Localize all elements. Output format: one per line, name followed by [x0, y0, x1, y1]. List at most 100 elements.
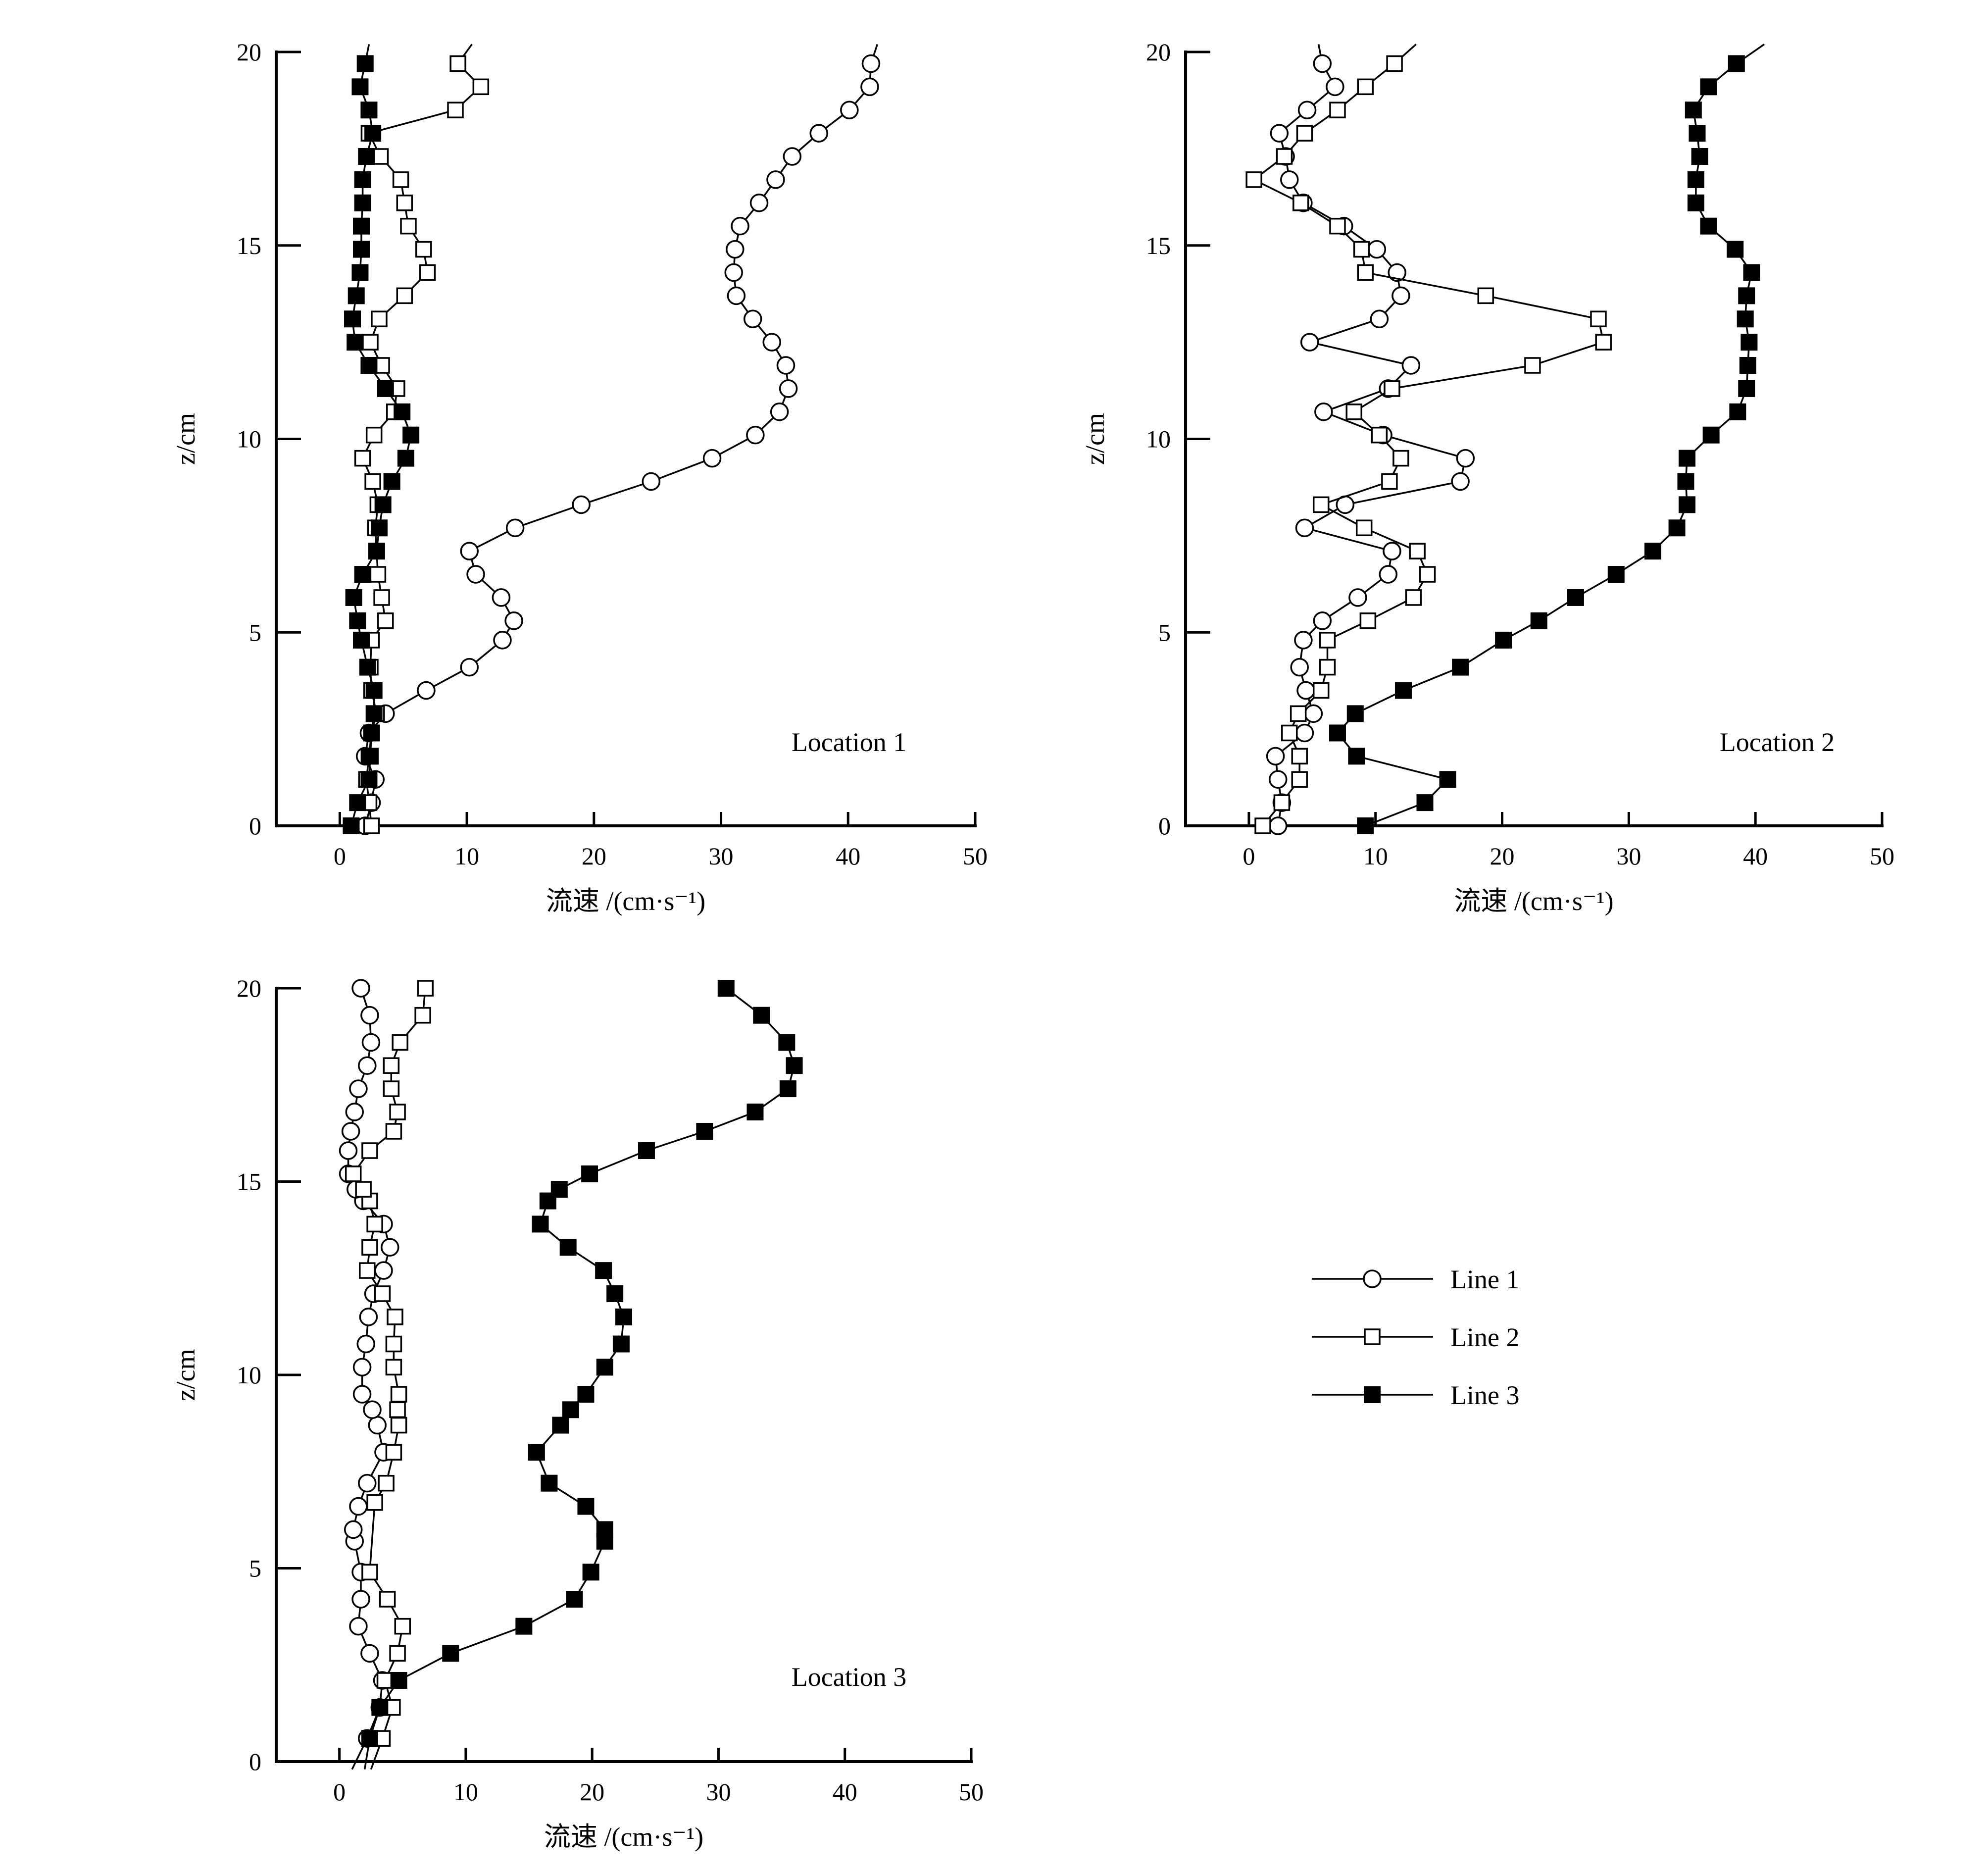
data-point — [341, 1122, 360, 1141]
data-point — [726, 240, 745, 259]
data-point — [776, 356, 795, 375]
x-axis-title: 流速 /(cm·s⁻¹) — [544, 1822, 703, 1852]
x-tick-label: 40 — [1743, 842, 1768, 870]
y-tick-label: 10 — [237, 1361, 261, 1389]
legend-label: Line 3 — [1450, 1380, 1519, 1410]
data-point — [447, 101, 464, 118]
data-point — [840, 101, 859, 119]
data-point — [1392, 286, 1410, 305]
data-point — [449, 55, 466, 72]
data-point — [1739, 357, 1756, 374]
data-point — [1702, 426, 1720, 444]
data-point — [364, 473, 381, 490]
data-point — [770, 403, 789, 421]
data-point — [1677, 473, 1694, 490]
y-tick-label: 5 — [1158, 618, 1171, 646]
data-point — [766, 170, 785, 189]
y-axis-title: z/cm — [171, 413, 200, 465]
data-point — [1384, 380, 1400, 397]
data-point — [361, 1142, 378, 1159]
data-point — [1700, 217, 1717, 235]
data-point — [361, 748, 379, 765]
data-point — [349, 794, 366, 811]
data-point — [642, 472, 661, 491]
data-point — [389, 1401, 406, 1418]
y-tick-label: 20 — [1146, 38, 1171, 66]
data-point — [1367, 240, 1387, 259]
x-tick-label: 10 — [1363, 842, 1388, 870]
x-tick-label: 0 — [334, 842, 346, 870]
y-tick-label: 0 — [1158, 812, 1171, 840]
data-point — [615, 1308, 632, 1325]
data-point — [743, 309, 762, 328]
data-point — [356, 55, 374, 72]
data-point — [1743, 264, 1760, 281]
data-point — [1409, 543, 1426, 559]
data-point — [577, 1386, 595, 1403]
data-point — [392, 171, 409, 188]
data-point — [361, 1239, 378, 1256]
data-point — [353, 241, 370, 258]
data-point — [359, 1308, 378, 1326]
data-point — [1392, 450, 1409, 467]
data-point — [1359, 612, 1377, 629]
data-point — [417, 681, 436, 700]
data-point — [1439, 771, 1456, 788]
data-point — [361, 1033, 381, 1052]
data-point — [1353, 241, 1370, 258]
data-point — [1291, 748, 1308, 765]
data-point — [390, 1671, 407, 1689]
data-point — [1329, 724, 1346, 742]
data-point — [359, 1262, 376, 1279]
data-point — [351, 1590, 370, 1609]
data-point — [1348, 748, 1365, 765]
y-tick-label: 15 — [237, 232, 261, 259]
data-point — [1691, 148, 1708, 165]
data-point — [363, 724, 380, 742]
data-point — [372, 148, 389, 165]
data-point — [1727, 241, 1744, 258]
data-point — [1405, 589, 1422, 606]
series-2 — [1245, 44, 1612, 834]
data-point — [783, 147, 802, 166]
legend: Line 1 Line 2 Line 3 — [1312, 1265, 1519, 1410]
data-point — [1292, 195, 1309, 211]
data-point — [373, 589, 390, 606]
series-3 — [343, 44, 420, 834]
data-point — [370, 519, 388, 537]
data-point — [343, 817, 360, 834]
data-point — [385, 1123, 402, 1140]
data-point — [383, 1080, 400, 1097]
data-point — [778, 1034, 795, 1051]
data-point — [1296, 125, 1313, 142]
data-point — [1668, 519, 1686, 537]
data-point — [1452, 658, 1469, 676]
data-point — [582, 1564, 599, 1581]
x-tick-label: 30 — [706, 1778, 731, 1806]
data-point — [1319, 632, 1336, 649]
data-point — [1451, 472, 1470, 491]
data-point — [702, 449, 722, 468]
data-point — [466, 565, 485, 584]
data-point — [1319, 658, 1336, 676]
data-point — [385, 1335, 402, 1353]
data-point — [493, 631, 512, 650]
data-point — [1388, 263, 1406, 282]
data-point — [358, 1056, 377, 1075]
data-point — [371, 310, 388, 327]
data-point — [369, 566, 387, 583]
chart-panel-location-1: 0 10 20 30 40 50 0 5 10 15 20 流速 /(cm·s⁻¹) z/cm Locat… — [171, 38, 988, 916]
data-point — [353, 217, 370, 235]
data-point — [566, 1590, 583, 1608]
data-point — [396, 287, 413, 304]
data-point — [724, 263, 743, 282]
data-point — [1728, 55, 1745, 72]
data-point — [612, 1335, 630, 1353]
data-point — [1738, 287, 1755, 304]
data-point — [596, 1359, 613, 1376]
series-line-1 — [364, 44, 878, 826]
data-point — [389, 1645, 406, 1662]
y-tick-label: 15 — [237, 1168, 261, 1196]
data-point — [378, 1474, 395, 1492]
data-point — [1590, 310, 1607, 327]
